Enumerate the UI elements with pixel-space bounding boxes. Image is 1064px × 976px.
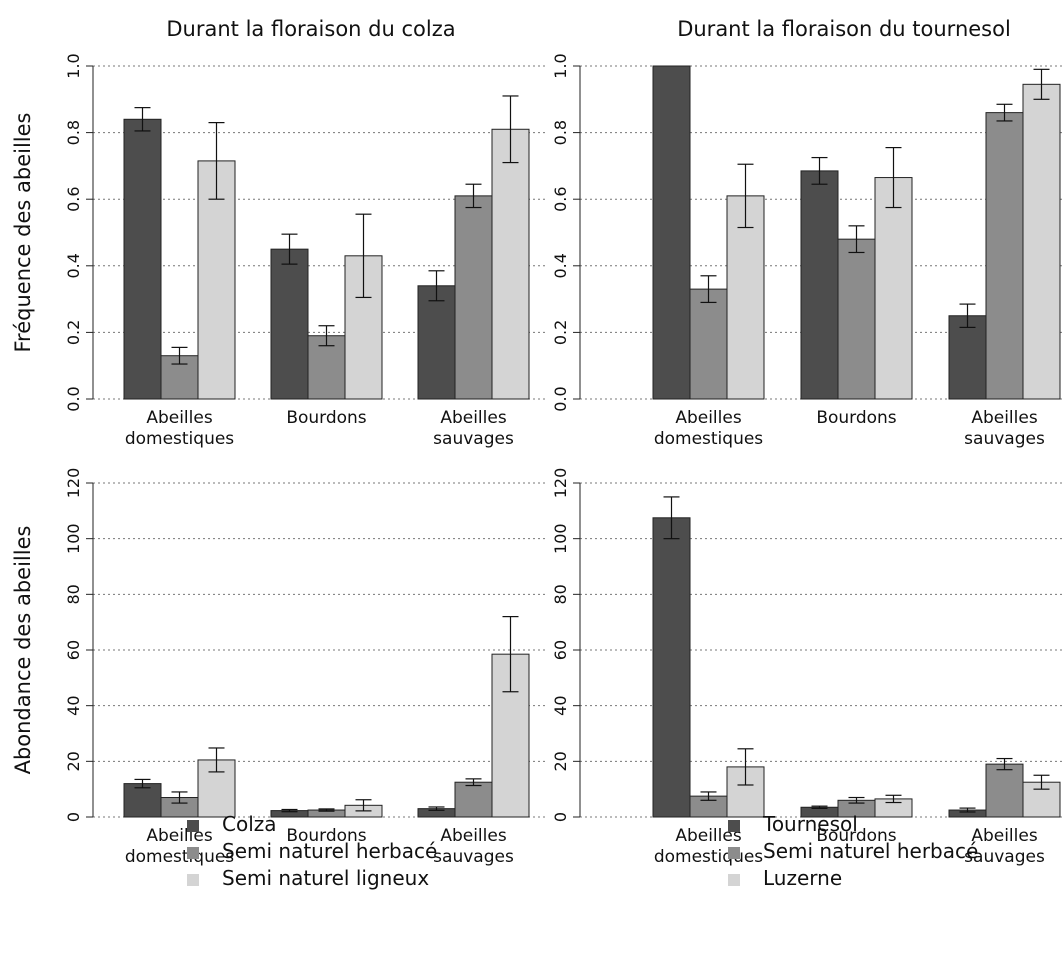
y-tick-label: 0.2: [551, 320, 570, 345]
y-tick-label: 1.0: [551, 53, 570, 78]
y-tick-label: 0.8: [551, 120, 570, 145]
x-tick-label: Abeilles sauvages: [433, 826, 514, 867]
bar: [948, 315, 987, 400]
bar: [197, 160, 236, 400]
legend-label: Semi naturel ligneux: [222, 866, 429, 890]
legend-swatch: [728, 847, 740, 859]
y-tick-label: 0.2: [64, 320, 83, 345]
x-tick-label: Abeilles domestiques: [654, 826, 763, 867]
bar: [985, 112, 1024, 400]
y-tick-label: 0.6: [551, 186, 570, 211]
legend-label: Luzerne: [763, 866, 842, 890]
y-tick-label: 0: [551, 812, 570, 822]
y-tick-label: 0.0: [551, 386, 570, 411]
bar: [652, 65, 691, 400]
legend-label: Semi naturel herbacé: [222, 839, 437, 863]
legend-1: Colza Semi naturel herbacé Semi naturel li…: [187, 812, 437, 890]
bar: [874, 177, 913, 400]
x-tick-label: Abeilles sauvages: [964, 408, 1045, 449]
x-tick-label: Abeilles domestiques: [654, 408, 763, 449]
x-tick-label: Bourdons: [286, 826, 366, 846]
y-tick-label: 120: [64, 468, 83, 499]
x-tick-label: Abeilles sauvages: [964, 826, 1045, 867]
bar: [985, 763, 1024, 818]
legend-label: Tournesol: [762, 812, 858, 836]
legend-swatch: [187, 874, 199, 886]
bar: [652, 517, 691, 818]
legend-label: Colza: [222, 812, 277, 836]
chart-panel-1: Durant la floraison du colza Fréquence de…: [11, 17, 548, 449]
bar: [491, 128, 530, 400]
bar: [123, 783, 162, 818]
y-tick-label: 20: [551, 751, 570, 771]
y-tick-label: 60: [64, 640, 83, 660]
y-tick-label: 100: [64, 523, 83, 554]
bar: [270, 248, 309, 400]
bar: [417, 285, 456, 400]
bar: [454, 195, 493, 400]
y-tick-label: 100: [551, 523, 570, 554]
y-tick-label: 40: [64, 695, 83, 715]
x-tick-label: Bourdons: [286, 408, 366, 428]
y-tick-label: 40: [551, 695, 570, 715]
chart-panels: Durant la floraison du colza Fréquence de…: [11, 17, 1064, 867]
y-tick-label: 1.0: [64, 53, 83, 78]
y-tick-label: 0.0: [64, 386, 83, 411]
y-tick-label: 0.6: [64, 186, 83, 211]
y-tick-label: 80: [64, 584, 83, 604]
y-axis-label: Abondance des abeilles: [11, 526, 35, 775]
legend-2: Tournesol Semi naturel herbacé Luzerne: [728, 812, 978, 890]
legend-label: Semi naturel herbacé: [763, 839, 978, 863]
chart-title: Durant la floraison du colza: [166, 17, 455, 41]
y-axis-label: Fréquence des abeilles: [11, 112, 35, 352]
x-tick-label: Abeilles domestiques: [125, 408, 234, 449]
y-tick-label: 0.4: [64, 253, 83, 278]
bar: [689, 288, 728, 400]
x-tick-label: Abeilles domestiques: [125, 826, 234, 867]
legend-swatch: [728, 820, 740, 832]
x-tick-label: Bourdons: [816, 408, 896, 428]
y-tick-label: 0.8: [64, 120, 83, 145]
legend-swatch: [187, 820, 199, 832]
y-tick-label: 80: [551, 584, 570, 604]
y-tick-label: 20: [64, 751, 83, 771]
bar: [800, 170, 839, 400]
x-tick-label: Abeilles sauvages: [433, 408, 514, 449]
chart-panel-3: Abondance des abeilles 0 20 40 60 80 100 120 Abe…: [11, 468, 548, 867]
x-tick-label: Bourdons: [816, 826, 896, 846]
legend-swatch: [728, 874, 740, 886]
legend-swatch: [187, 847, 199, 859]
y-tick-label: 60: [551, 640, 570, 660]
legends: Colza Semi naturel herbacé Semi naturel li…: [187, 812, 978, 890]
bar: [123, 118, 162, 400]
bar: [1022, 83, 1061, 400]
y-tick-label: 0.4: [551, 253, 570, 278]
bar: [454, 781, 493, 818]
chart-title: Durant la floraison du tournesol: [677, 17, 1011, 41]
chart-panel-4: 0 20 40 60 80 100 120 Abeilles domestiques Bourdo…: [551, 468, 1064, 867]
y-tick-label: 120: [551, 468, 570, 499]
y-tick-label: 0: [64, 812, 83, 822]
chart-panel-2: Durant la floraison du tournesol 0.0 0.2 0.…: [551, 17, 1064, 449]
bar: [837, 238, 876, 400]
